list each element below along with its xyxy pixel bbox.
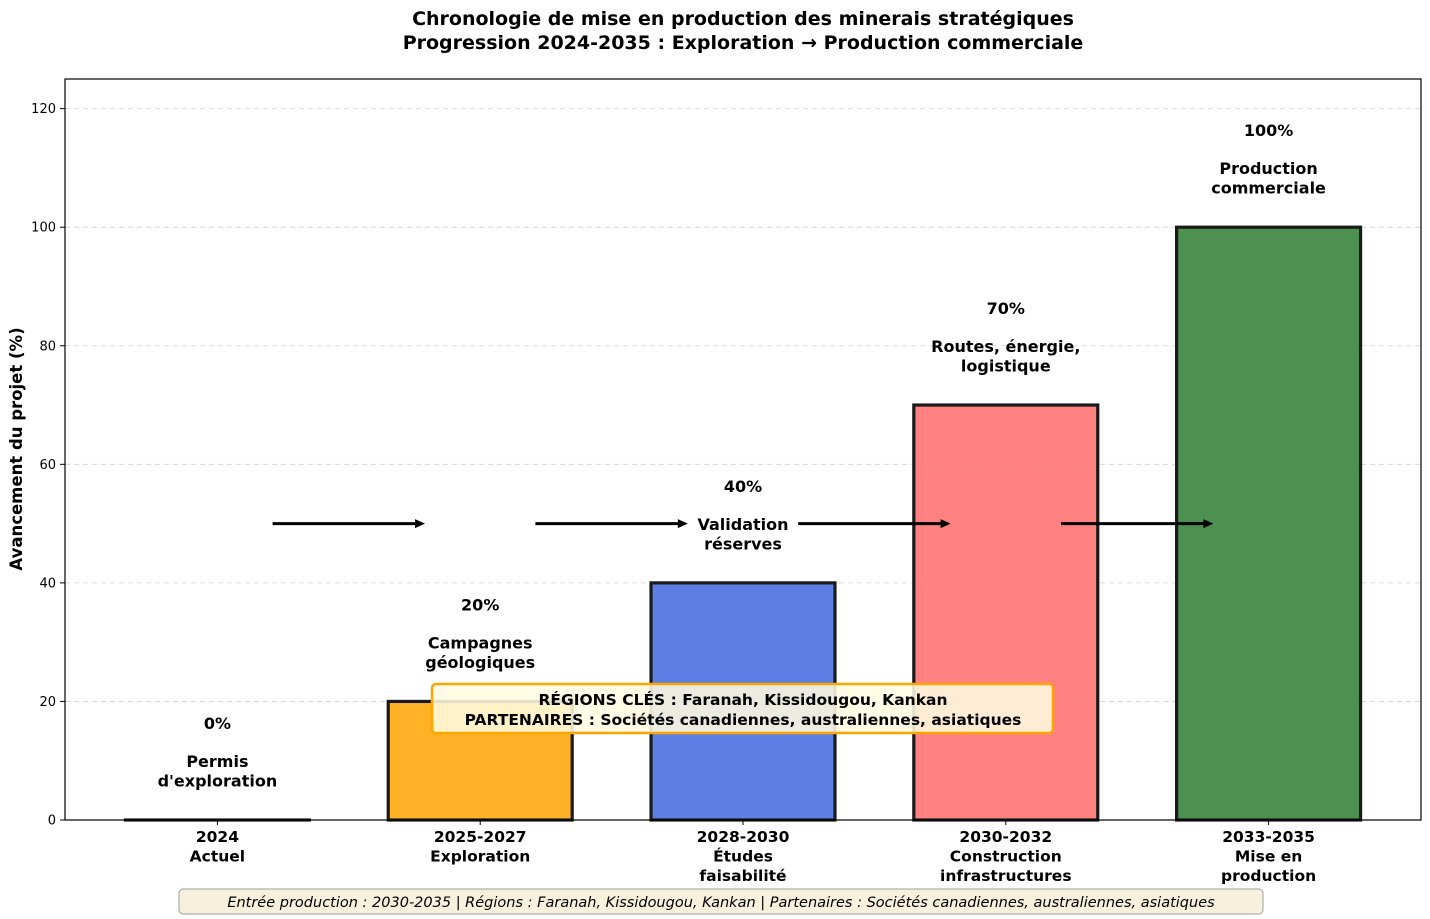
arrow-head — [677, 519, 688, 529]
bar-3 — [912, 403, 1100, 822]
chart-subtitle: Progression 2024-2035 : Exploration → Pr… — [403, 32, 1084, 54]
footer-frame — [178, 888, 1264, 915]
arrow-head — [415, 519, 426, 529]
x-tick-label: Mise en — [1235, 848, 1302, 866]
arrow-head — [1203, 519, 1214, 529]
bar-description: réserves — [704, 534, 782, 553]
x-tick-label: 2025-2027 — [434, 828, 527, 846]
value-label: 100% — [1244, 121, 1293, 140]
x-tick-label: Exploration — [430, 848, 530, 866]
bar-description: logistique — [961, 357, 1051, 376]
bar-description: Validation — [697, 515, 788, 534]
bar-description: Routes, énergie, — [931, 337, 1080, 356]
x-tick-label: Construction — [950, 848, 1062, 866]
bar-description: géologiques — [425, 653, 535, 672]
x-tick-label: 2033-2035 — [1222, 828, 1315, 846]
bar-description: Campagnes — [428, 633, 533, 652]
y-axis-label: Avancement du projet (%) — [7, 327, 26, 570]
x-tick-label: Actuel — [190, 848, 245, 866]
bar-description: d'exploration — [158, 772, 278, 791]
value-label: 40% — [724, 477, 762, 496]
footer-box: Entrée production : 2030-2035 | Régions … — [178, 888, 1264, 915]
x-axis-ticks: 2024 Actuel 2025-2027 Exploration 2028-2030É… — [190, 820, 1316, 885]
y-tick-label: 40 — [39, 576, 56, 591]
x-tick-label: production — [1221, 867, 1316, 885]
arrows — [272, 519, 1214, 529]
value-label: 20% — [461, 595, 499, 614]
y-tick-label: 100 — [31, 221, 56, 236]
value-label: 0% — [204, 714, 231, 733]
annotation-box: RÉGIONS CLÉS : Faranah, Kissidougou, Kan… — [430, 682, 1055, 735]
y-tick-label: 60 — [39, 458, 56, 473]
y-tick-label: 0 — [48, 814, 56, 829]
value-label: 70% — [987, 299, 1025, 318]
x-tick-label: faisabilité — [699, 867, 786, 885]
x-tick-label: 2024 — [196, 828, 239, 846]
y-tick-label: 120 — [31, 102, 56, 117]
chart-title: Chronologie de mise en production des mi… — [412, 8, 1074, 30]
annotation-regions: RÉGIONS CLÉS : Faranah, Kissidougou, Kan… — [538, 690, 947, 709]
annotation-box-frame — [430, 682, 1055, 735]
bar-description: Production — [1219, 159, 1317, 178]
footer-text: Entrée production : 2030-2035 | Régions … — [227, 895, 1215, 911]
bar-description: commerciale — [1211, 179, 1326, 198]
bar-description: Permis — [186, 752, 248, 771]
y-tick-label: 20 — [39, 695, 56, 710]
x-tick-label: 2028-2030 — [697, 828, 790, 846]
annotation-partners: PARTENAIRES : Sociétés canadiennes, aust… — [465, 711, 1022, 729]
x-tick-label: Études — [713, 847, 773, 866]
arrow-head — [940, 519, 951, 529]
y-tick-label: 80 — [39, 339, 56, 354]
x-tick-label: 2030-2032 — [959, 828, 1052, 846]
x-tick-label: infrastructures — [940, 867, 1072, 885]
y-axis-ticks: 0 20 40 60 80 100 120 — [31, 102, 65, 829]
